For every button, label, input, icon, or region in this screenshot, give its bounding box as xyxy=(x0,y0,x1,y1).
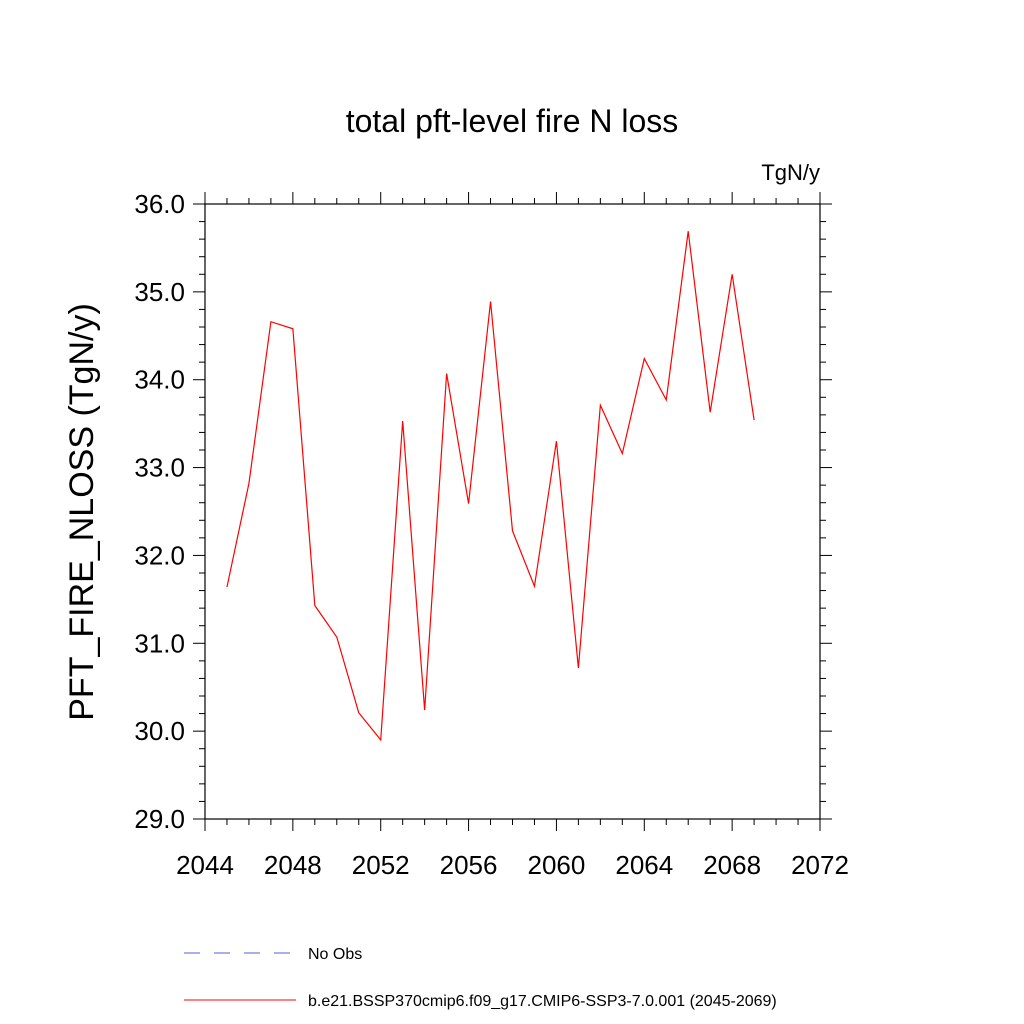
y-tick-label: 35.0 xyxy=(134,277,185,307)
x-tick-label: 2060 xyxy=(528,850,586,880)
y-tick-label: 32.0 xyxy=(134,540,185,570)
y-tick-label: 29.0 xyxy=(134,804,185,834)
axis-tick-labels: 29.0 30.0 31.0 32.0 33.0 34.0 35.0 36.0 2044 2048… xyxy=(134,189,849,880)
y-axis-label: PFT_FIRE_NLOSS (TgN/y) xyxy=(63,303,101,721)
y-tick-label: 31.0 xyxy=(134,628,185,658)
legend: No Obs b.e21.BSSP370cmip6.f09_g17.CMIP6-S… xyxy=(184,946,777,1010)
x-tick-label: 2064 xyxy=(615,850,673,880)
y-tick-label: 36.0 xyxy=(134,189,185,219)
y-tick-label: 30.0 xyxy=(134,716,185,746)
x-tick-label: 2068 xyxy=(703,850,761,880)
legend-label: No Obs xyxy=(308,946,362,963)
units-label: TgN/y xyxy=(761,160,820,185)
chart-title: total pft-level fire N loss xyxy=(346,103,679,139)
axis-ticks xyxy=(193,192,832,831)
y-tick-label: 33.0 xyxy=(134,453,185,483)
y-tick-label: 34.0 xyxy=(134,365,185,395)
x-tick-label: 2056 xyxy=(440,850,498,880)
x-tick-label: 2052 xyxy=(352,850,410,880)
x-tick-label: 2048 xyxy=(264,850,322,880)
plot-frame xyxy=(204,203,821,820)
x-tick-label: 2072 xyxy=(791,850,849,880)
series-line-0 xyxy=(226,231,755,742)
legend-label: b.e21.BSSP370cmip6.f09_g17.CMIP6-SSP3-7.… xyxy=(308,993,777,1010)
x-tick-label: 2044 xyxy=(176,850,234,880)
series-layer xyxy=(226,231,755,742)
